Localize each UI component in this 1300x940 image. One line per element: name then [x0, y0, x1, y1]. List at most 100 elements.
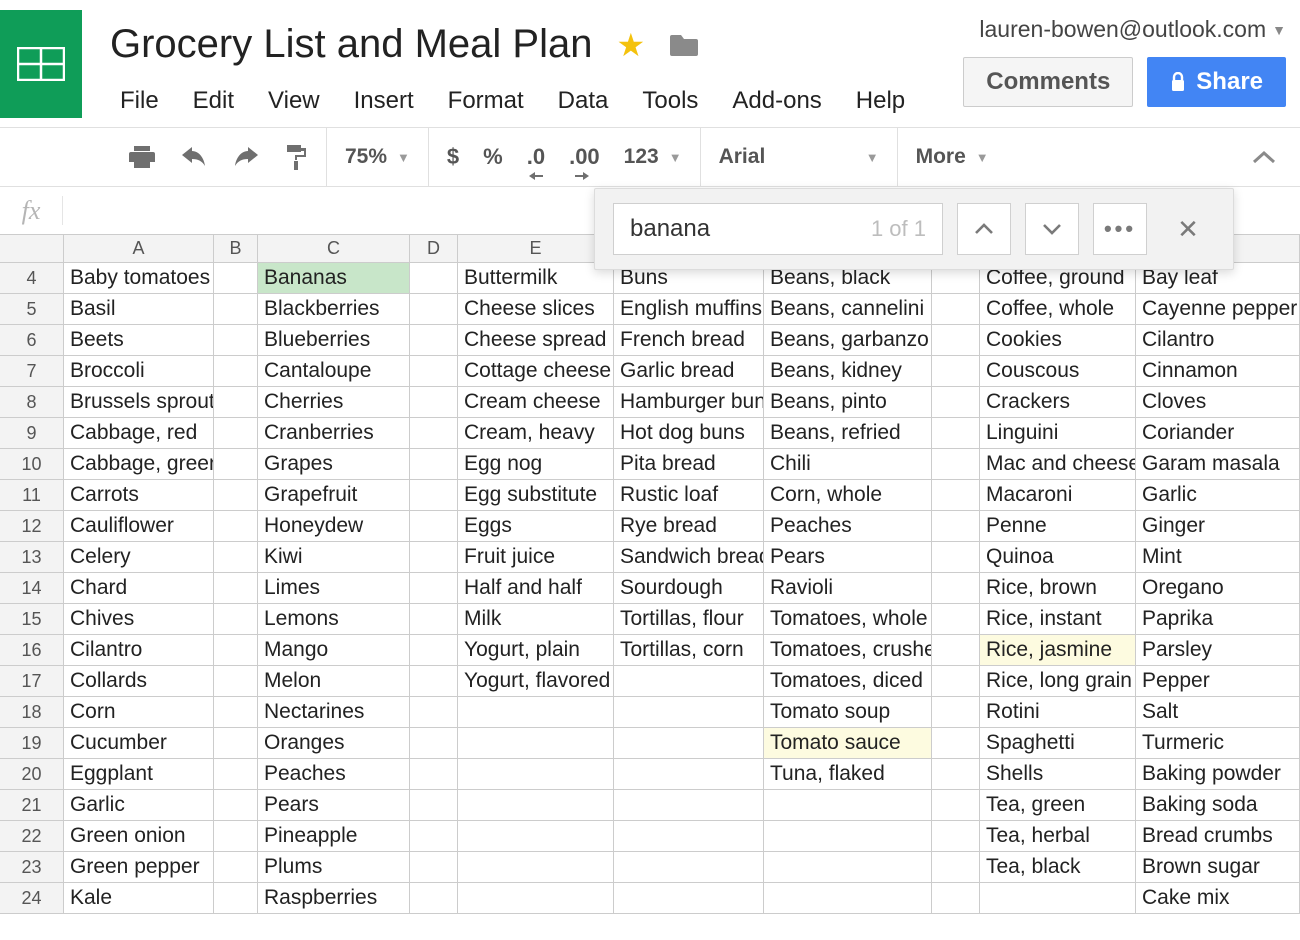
cell[interactable]: Baking powder [1136, 759, 1300, 789]
cell[interactable]: Paprika [1136, 604, 1300, 634]
cell[interactable]: Rice, long grain [980, 666, 1136, 696]
cell[interactable] [458, 697, 614, 727]
cell[interactable]: Beans, kidney [764, 356, 932, 386]
cell[interactable]: Corn [64, 697, 214, 727]
cell[interactable]: Grapefruit [258, 480, 410, 510]
cell[interactable]: Grapes [258, 449, 410, 479]
cell[interactable]: Baking soda [1136, 790, 1300, 820]
cell[interactable]: Tortillas, flour [614, 604, 764, 634]
cell[interactable] [458, 852, 614, 882]
currency-button[interactable]: $ [447, 144, 459, 170]
cell[interactable]: Peaches [764, 511, 932, 541]
row-header[interactable]: 22 [0, 821, 64, 851]
paint-format-icon[interactable] [284, 143, 308, 171]
cell[interactable]: Ginger [1136, 511, 1300, 541]
print-icon[interactable] [128, 144, 156, 170]
cell[interactable] [410, 511, 458, 541]
cell[interactable] [614, 883, 764, 913]
cell[interactable] [932, 542, 980, 572]
row-header[interactable]: 10 [0, 449, 64, 479]
cell[interactable] [214, 852, 258, 882]
comments-button[interactable]: Comments [963, 57, 1133, 107]
cell[interactable]: Macaroni [980, 480, 1136, 510]
cell[interactable] [932, 604, 980, 634]
cell[interactable]: Penne [980, 511, 1136, 541]
account-label[interactable]: lauren-bowen@outlook.com ▼ [979, 16, 1286, 43]
cell[interactable] [410, 449, 458, 479]
column-header[interactable]: E [458, 235, 614, 262]
cell[interactable]: Yogurt, plain [458, 635, 614, 665]
menu-tools[interactable]: Tools [642, 87, 698, 115]
cell[interactable]: Spaghetti [980, 728, 1136, 758]
row-header[interactable]: 14 [0, 573, 64, 603]
cell[interactable]: Cheese slices [458, 294, 614, 324]
cell[interactable] [410, 852, 458, 882]
cell[interactable]: Mango [258, 635, 410, 665]
cell[interactable]: Salt [1136, 697, 1300, 727]
cell[interactable]: Buttermilk [458, 263, 614, 293]
cell[interactable] [410, 573, 458, 603]
cell[interactable]: Tortillas, corn [614, 635, 764, 665]
cell[interactable]: Cloves [1136, 387, 1300, 417]
cell[interactable]: Peaches [258, 759, 410, 789]
cell[interactable] [932, 666, 980, 696]
cell[interactable]: Eggs [458, 511, 614, 541]
cell[interactable] [410, 666, 458, 696]
cell[interactable]: Garlic [64, 790, 214, 820]
cell[interactable]: Cake mix [1136, 883, 1300, 913]
cell[interactable] [458, 790, 614, 820]
cell[interactable] [932, 387, 980, 417]
row-header[interactable]: 7 [0, 356, 64, 386]
cell[interactable] [214, 666, 258, 696]
cell[interactable] [410, 728, 458, 758]
cell[interactable]: Kale [64, 883, 214, 913]
cell[interactable]: Garlic [1136, 480, 1300, 510]
cell[interactable]: Blueberries [258, 325, 410, 355]
cell[interactable]: Linguini [980, 418, 1136, 448]
cell[interactable]: Cucumber [64, 728, 214, 758]
more-dropdown[interactable]: More ▼ [916, 145, 989, 169]
row-header[interactable]: 5 [0, 294, 64, 324]
cell[interactable]: Cranberries [258, 418, 410, 448]
row-header[interactable]: 8 [0, 387, 64, 417]
find-options-button[interactable]: ••• [1093, 203, 1147, 255]
cell[interactable]: Kiwi [258, 542, 410, 572]
cell[interactable]: Tomatoes, whole [764, 604, 932, 634]
cell[interactable] [764, 852, 932, 882]
cell[interactable]: Brown sugar [1136, 852, 1300, 882]
cell[interactable]: Rustic loaf [614, 480, 764, 510]
cell[interactable]: Cauliflower [64, 511, 214, 541]
menu-file[interactable]: File [120, 87, 159, 115]
cell[interactable]: Beans, garbanzo [764, 325, 932, 355]
cell[interactable]: Pineapple [258, 821, 410, 851]
collapse-toolbar-icon[interactable] [1252, 150, 1276, 164]
cell[interactable] [214, 573, 258, 603]
cell[interactable]: Hot dog buns [614, 418, 764, 448]
cell[interactable]: Tomatoes, diced [764, 666, 932, 696]
row-header[interactable]: 9 [0, 418, 64, 448]
cell[interactable]: Chives [64, 604, 214, 634]
row-header[interactable]: 4 [0, 263, 64, 293]
find-close-button[interactable]: ✕ [1161, 203, 1215, 255]
cell[interactable]: Shells [980, 759, 1136, 789]
cell[interactable] [410, 480, 458, 510]
decrease-decimal-button[interactable]: .0 [527, 144, 545, 170]
cell[interactable]: Cream, heavy [458, 418, 614, 448]
cell[interactable] [214, 263, 258, 293]
select-all-corner[interactable] [0, 235, 64, 262]
cell[interactable] [932, 790, 980, 820]
menu-view[interactable]: View [268, 87, 320, 115]
star-icon[interactable]: ★ [616, 26, 645, 64]
menu-addons[interactable]: Add-ons [732, 87, 821, 115]
row-header[interactable]: 19 [0, 728, 64, 758]
cell[interactable]: Egg nog [458, 449, 614, 479]
cell[interactable]: Garlic bread [614, 356, 764, 386]
number-format-dropdown[interactable]: 123 ▼ [624, 145, 682, 169]
menu-insert[interactable]: Insert [354, 87, 414, 115]
cell[interactable] [410, 790, 458, 820]
cell[interactable] [214, 325, 258, 355]
undo-icon[interactable] [180, 147, 208, 167]
cell[interactable]: English muffins [614, 294, 764, 324]
increase-decimal-button[interactable]: .00 [569, 144, 600, 170]
cell[interactable] [214, 418, 258, 448]
